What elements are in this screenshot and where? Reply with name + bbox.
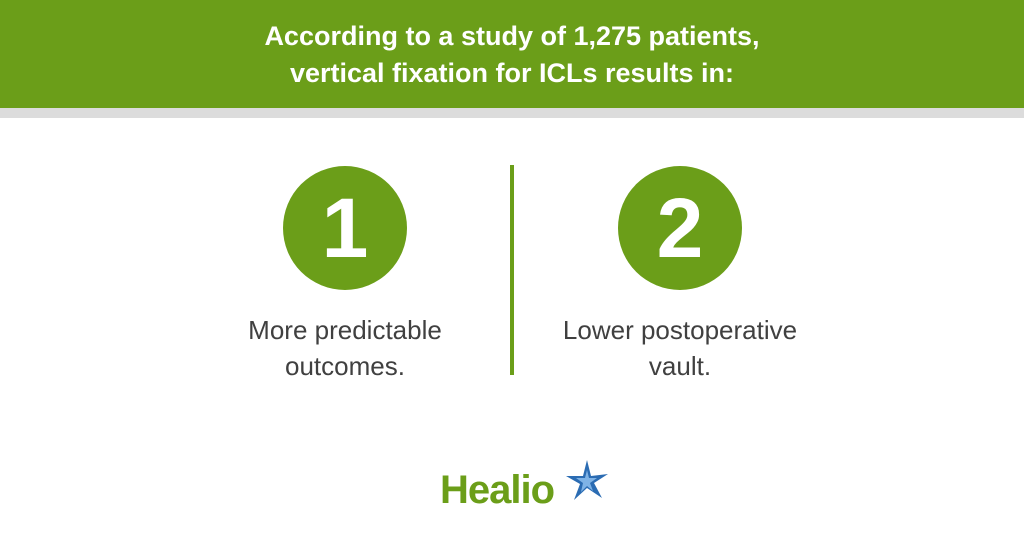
- number-circle: 1: [283, 166, 407, 290]
- logo-star: [566, 460, 608, 500]
- header: According to a study of 1,275 patients, …: [0, 0, 1024, 108]
- number-circle: 2: [618, 166, 742, 290]
- text-line: Lower postoperative: [562, 315, 798, 345]
- text-line: outcomes.: [285, 351, 405, 381]
- item-text: More predictable outcomes.: [175, 312, 515, 384]
- logo-text: Healio: [440, 468, 555, 512]
- text-line: More predictable: [248, 315, 442, 345]
- title-line: According to a study of 1,275 patients,: [264, 21, 760, 51]
- header-strip: [0, 108, 1024, 118]
- title-line: vertical fixation for ICLs results in:: [289, 58, 735, 88]
- item-text: Lower postoperative vault.: [510, 312, 850, 384]
- text-line: vault.: [648, 351, 712, 381]
- divider: [510, 165, 514, 375]
